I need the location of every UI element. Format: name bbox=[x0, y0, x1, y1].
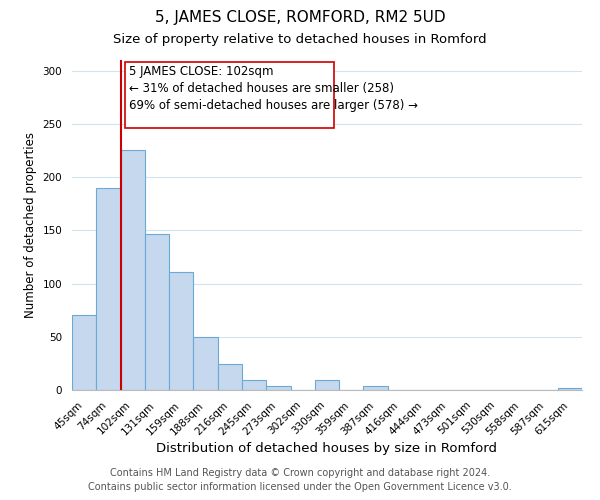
FancyBboxPatch shape bbox=[125, 62, 334, 128]
Bar bbox=[121, 150, 145, 390]
Text: Size of property relative to detached houses in Romford: Size of property relative to detached ho… bbox=[113, 32, 487, 46]
Text: 5, JAMES CLOSE, ROMFORD, RM2 5UD: 5, JAMES CLOSE, ROMFORD, RM2 5UD bbox=[155, 10, 445, 25]
Bar bbox=[315, 380, 339, 390]
Bar bbox=[145, 234, 169, 390]
Bar bbox=[218, 364, 242, 390]
Bar bbox=[364, 386, 388, 390]
Bar bbox=[169, 272, 193, 390]
Bar bbox=[242, 380, 266, 390]
Bar bbox=[266, 386, 290, 390]
Y-axis label: Number of detached properties: Number of detached properties bbox=[24, 132, 37, 318]
Bar bbox=[72, 316, 96, 390]
Text: 5 JAMES CLOSE: 102sqm
← 31% of detached houses are smaller (258)
69% of semi-det: 5 JAMES CLOSE: 102sqm ← 31% of detached … bbox=[129, 66, 418, 112]
Bar bbox=[193, 337, 218, 390]
Bar bbox=[558, 388, 582, 390]
Text: Contains HM Land Registry data © Crown copyright and database right 2024.
Contai: Contains HM Land Registry data © Crown c… bbox=[88, 468, 512, 492]
X-axis label: Distribution of detached houses by size in Romford: Distribution of detached houses by size … bbox=[157, 442, 497, 455]
Bar bbox=[96, 188, 121, 390]
